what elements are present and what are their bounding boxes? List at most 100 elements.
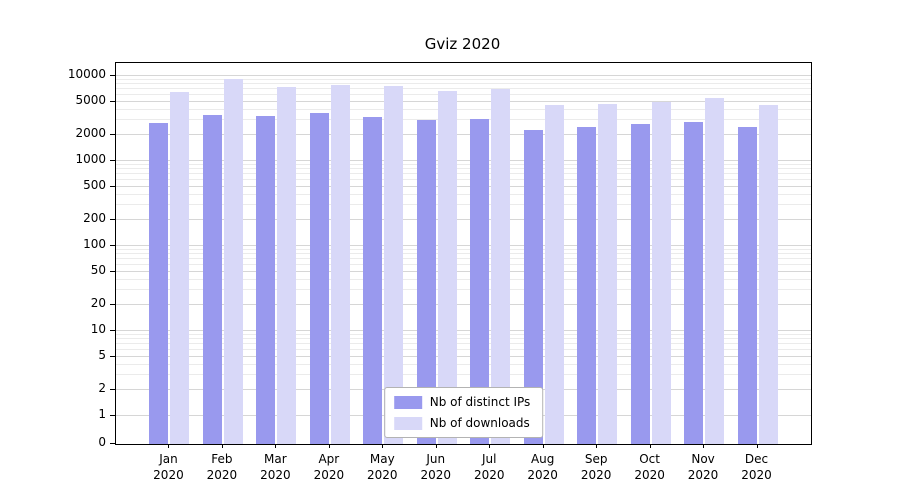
bar-distinct-ips xyxy=(202,114,222,444)
y-tick-label: 1000 xyxy=(75,152,106,166)
y-tick-label: 5000 xyxy=(75,92,106,107)
x-tick-label: Mar 2020 xyxy=(260,452,291,483)
y-tick-mark xyxy=(110,330,115,331)
major-gridline xyxy=(116,160,811,161)
x-tick-mark xyxy=(275,444,277,448)
y-tick-mark xyxy=(110,185,115,187)
minor-gridline xyxy=(116,83,811,85)
major-gridline xyxy=(116,304,811,306)
x-tick-label: Nov 2020 xyxy=(687,452,719,483)
x-tick-label: Apr 2020 xyxy=(313,452,345,483)
y-tick-label: 100 xyxy=(83,237,106,251)
x-tick-label: Sep 2020 xyxy=(580,452,612,483)
x-tick-label: Jun 2020 xyxy=(420,452,452,483)
minor-gridline xyxy=(116,278,811,280)
major-gridline xyxy=(116,355,811,357)
x-tick-mark xyxy=(596,444,598,448)
x-tick-label: Feb 2020 xyxy=(206,452,238,483)
y-tick-mark xyxy=(110,443,115,444)
x-tick-mark xyxy=(168,444,170,448)
bar-downloads xyxy=(598,103,618,444)
legend: Nb of distinct IPs Nb of downloads xyxy=(383,387,544,438)
major-gridline xyxy=(116,134,811,136)
minor-gridline xyxy=(116,248,811,250)
chart-title: Gviz 2020 xyxy=(424,35,501,53)
y-tick-label: 10 xyxy=(90,322,106,336)
minor-gridline xyxy=(116,374,811,376)
y-tick-mark xyxy=(110,270,115,272)
x-tick-label: Dec 2020 xyxy=(741,452,772,483)
legend-item-distinct-ips: Nb of distinct IPs xyxy=(393,395,531,409)
major-gridline xyxy=(116,219,811,221)
major-gridline xyxy=(116,100,811,102)
minor-gridline xyxy=(116,88,811,90)
major-gridline xyxy=(116,270,811,272)
bar-distinct-ips xyxy=(149,123,169,444)
y-tick-mark xyxy=(110,355,115,357)
legend-swatch-downloads xyxy=(393,416,422,430)
x-tick-mark xyxy=(328,444,330,448)
y-tick-label: 500 xyxy=(83,177,106,192)
x-tick-mark xyxy=(489,444,491,448)
bar-distinct-ips xyxy=(684,121,704,444)
bar-downloads xyxy=(223,79,243,444)
minor-gridline xyxy=(116,263,811,265)
legend-swatch-distinct-ips xyxy=(393,395,422,409)
minor-gridline xyxy=(116,258,811,260)
minor-gridline xyxy=(116,348,811,350)
bar-downloads xyxy=(651,102,671,444)
x-tick-label: May 2020 xyxy=(367,452,398,483)
legend-label-downloads: Nb of downloads xyxy=(429,416,530,430)
minor-gridline xyxy=(116,204,811,206)
y-tick-mark xyxy=(110,415,115,416)
bar-distinct-ips xyxy=(630,124,650,444)
bar-distinct-ips xyxy=(523,130,543,444)
y-tick-mark xyxy=(110,160,115,161)
x-tick-label: Aug 2020 xyxy=(527,452,558,483)
bar-distinct-ips xyxy=(577,127,597,444)
bar-distinct-ips xyxy=(416,120,436,444)
x-tick-mark xyxy=(221,444,223,448)
minor-gridline xyxy=(116,193,811,195)
y-tick-mark xyxy=(110,75,115,76)
minor-gridline xyxy=(116,333,811,335)
minor-gridline xyxy=(116,289,811,291)
x-tick-label: Oct 2020 xyxy=(634,452,665,483)
y-tick-mark xyxy=(110,245,115,246)
minor-gridline xyxy=(116,363,811,365)
bar-downloads xyxy=(437,91,457,444)
bar-distinct-ips xyxy=(363,116,383,444)
major-gridline xyxy=(116,245,811,246)
y-tick-mark xyxy=(110,100,115,102)
minor-gridline xyxy=(116,253,811,255)
minor-gridline xyxy=(116,119,811,121)
bar-downloads xyxy=(758,104,778,444)
y-tick-label: 200 xyxy=(83,211,106,226)
minor-gridline xyxy=(116,93,811,95)
y-tick-label: 20 xyxy=(90,296,106,311)
minor-gridline xyxy=(116,108,811,110)
y-tick-label: 5 xyxy=(98,347,106,362)
x-tick-mark xyxy=(756,444,758,448)
y-tick-mark xyxy=(110,389,115,391)
minor-gridline xyxy=(116,163,811,165)
y-tick-label: 0 xyxy=(98,435,106,449)
x-tick-mark xyxy=(435,444,437,448)
minor-gridline xyxy=(116,168,811,170)
bar-downloads xyxy=(544,105,564,444)
bar-downloads xyxy=(491,89,511,444)
bar-downloads xyxy=(277,87,297,444)
bar-distinct-ips xyxy=(737,127,757,444)
legend-item-downloads: Nb of downloads xyxy=(393,416,531,430)
minor-gridline xyxy=(116,343,811,345)
minor-gridline xyxy=(116,178,811,180)
y-tick-mark xyxy=(110,304,115,306)
y-tick-label: 1 xyxy=(98,407,106,421)
minor-gridline xyxy=(116,338,811,340)
legend-label-distinct-ips: Nb of distinct IPs xyxy=(429,395,531,409)
y-tick-label: 10000 xyxy=(67,67,106,81)
bar-downloads xyxy=(330,85,350,444)
y-tick-label: 2 xyxy=(98,381,106,396)
major-gridline xyxy=(116,185,811,187)
